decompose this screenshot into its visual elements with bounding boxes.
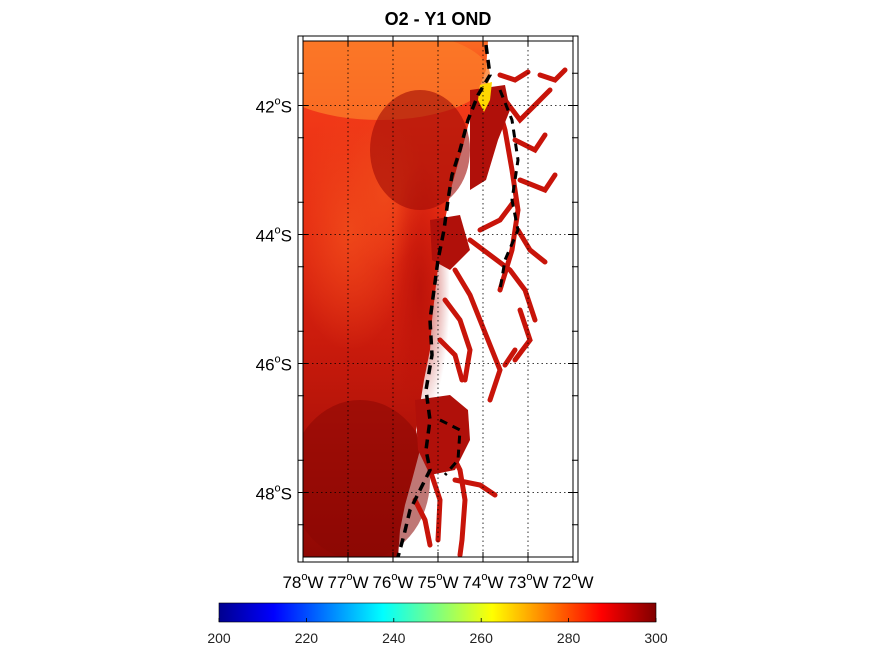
dashed-contour xyxy=(396,44,492,557)
lat-label: 48oS xyxy=(256,483,292,504)
lat-label: 46oS xyxy=(256,354,292,375)
colorbar-tick-label: 260 xyxy=(470,630,494,646)
lon-label: 78oW xyxy=(282,571,323,592)
colorbar-tick-label: 300 xyxy=(644,630,668,646)
latitude-labels: 42oS 44oS 46oS 48oS xyxy=(256,96,292,504)
lon-label: 73oW xyxy=(507,571,548,592)
colorbar-tick-label: 220 xyxy=(295,630,319,646)
colorbar-ticks: 200 220 240 260 280 300 xyxy=(207,618,668,646)
colorbar-tick-label: 200 xyxy=(207,630,231,646)
colorbar-tick-label: 240 xyxy=(382,630,406,646)
o2-field xyxy=(303,41,573,557)
lon-label: 72oW xyxy=(552,571,593,592)
colorbar-tick-label: 280 xyxy=(557,630,581,646)
longitude-labels: 78oW 77oW 76oW 75oW 74oW 73oW 72oW xyxy=(282,571,593,592)
colorbar-gradient xyxy=(218,602,657,623)
lat-label: 44oS xyxy=(256,225,292,246)
lon-label: 77oW xyxy=(327,571,368,592)
lat-label: 42oS xyxy=(256,96,292,117)
map-title: O2 - Y1 OND xyxy=(385,9,492,29)
frame-ticks xyxy=(298,36,578,562)
lon-label: 74oW xyxy=(462,571,503,592)
lon-label: 76oW xyxy=(372,571,413,592)
lon-label: 75oW xyxy=(417,571,458,592)
colorbar: 200 220 240 260 280 300 xyxy=(207,602,668,646)
